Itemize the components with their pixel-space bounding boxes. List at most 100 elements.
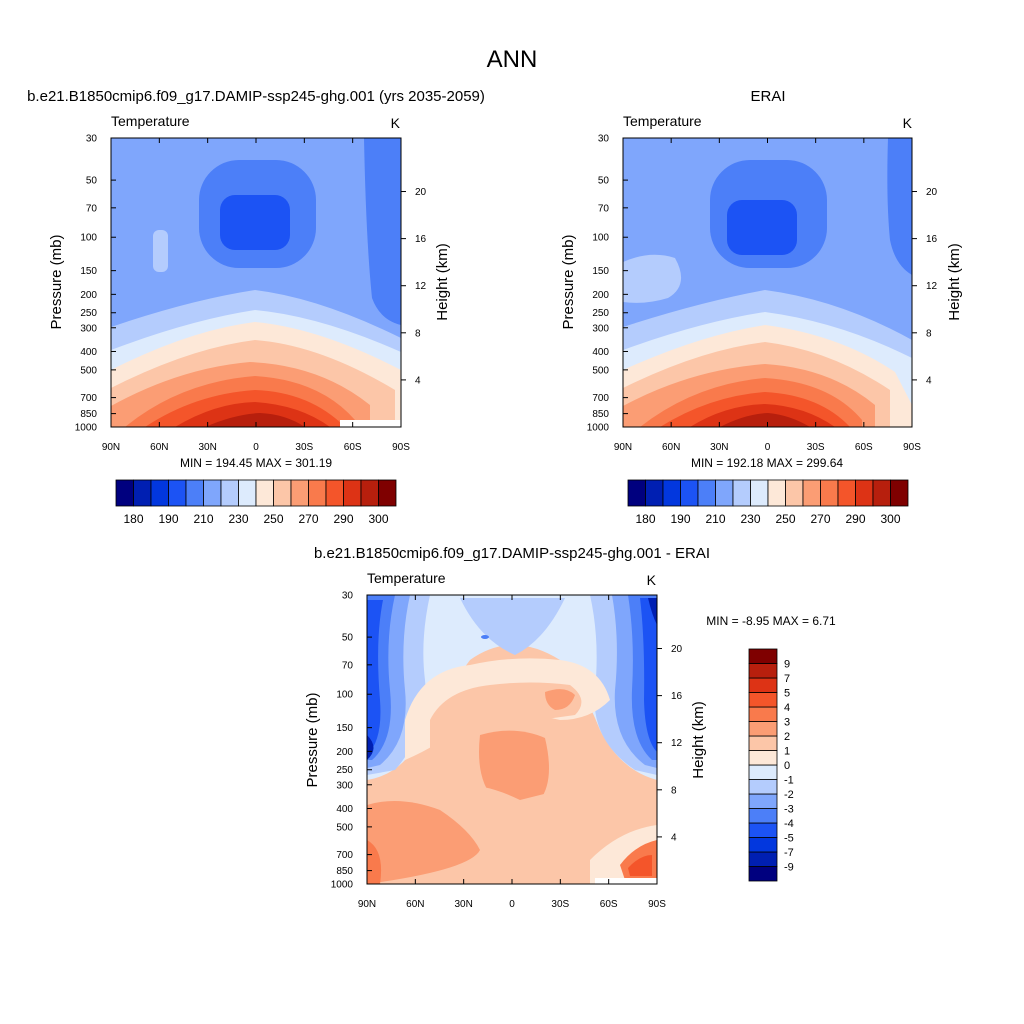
colorbar-swatch — [168, 479, 187, 507]
colorbar-swatch — [748, 764, 778, 780]
panel3-band-2-patch — [545, 689, 575, 710]
colorbar-swatch — [748, 837, 778, 853]
y-tick-label: 700 — [336, 850, 353, 861]
colorbar-swatch — [203, 479, 222, 507]
y-tick-label: 70 — [342, 660, 354, 671]
y-tick-label: 250 — [592, 308, 609, 319]
panel3-axes: 90N 60N 30N 0 30S 60S 90S 30 50 70 100 150 200 250 300… — [331, 591, 683, 911]
panel2-warm-patch — [623, 254, 682, 303]
colorbar-swatch — [325, 479, 344, 507]
colorbar-swatch — [115, 479, 134, 507]
height-tick-label: 20 — [415, 187, 427, 198]
height-tick-label: 8 — [926, 328, 932, 339]
height-tick-label: 12 — [926, 281, 938, 292]
panel3-right-band-neg5 — [640, 598, 657, 752]
colorbar-swatch — [750, 479, 769, 507]
panel1-subtitle-left: Temperature — [111, 113, 190, 129]
colorbar-label: 190 — [158, 512, 178, 526]
y-tick-label: 400 — [336, 804, 353, 815]
x-tick-label: 60N — [662, 442, 680, 453]
colorbar-label: 270 — [298, 512, 318, 526]
colorbar-label: -5 — [784, 833, 794, 845]
x-tick-label: 30N — [454, 899, 472, 910]
panel1-band-300 — [205, 413, 305, 427]
panel1-title: b.e21.B1850cmip6.f09_g17.DAMIP-ssp245-gh… — [27, 88, 485, 105]
panel1-colorbar: 180 190 210 230 250 270 290 300 — [115, 479, 397, 526]
y-tick-label: 500 — [336, 822, 353, 833]
panel2-cold-core-inner — [727, 200, 797, 255]
height-tick-label: 4 — [926, 375, 932, 386]
x-tick-label: 90S — [903, 442, 921, 453]
colorbar-swatch — [767, 479, 786, 507]
height-tick-label: 16 — [926, 234, 938, 245]
y-tick-label: 1000 — [75, 423, 98, 434]
colorbar-swatch — [748, 735, 778, 751]
height-tick-label: 16 — [671, 691, 683, 702]
colorbar-label: 5 — [784, 688, 790, 700]
y-tick-label: 70 — [86, 203, 98, 214]
panel3-colorbar: -9 -7 -5 -4 -3 -2 -1 0 1 2 3 4 5 7 9 — [748, 648, 794, 882]
y-tick-label: 50 — [598, 176, 610, 187]
colorbar-swatch — [343, 479, 362, 507]
colorbar-swatch — [748, 721, 778, 737]
x-tick-label: 60N — [150, 442, 168, 453]
colorbar-swatch — [748, 866, 778, 882]
colorbar-swatch — [785, 479, 804, 507]
y-tick-label: 850 — [592, 409, 609, 420]
colorbar-label: 250 — [263, 512, 283, 526]
x-tick-label: 90N — [614, 442, 632, 453]
colorbar-swatch — [748, 692, 778, 708]
colorbar-swatch — [150, 479, 169, 507]
colorbar-swatch — [855, 479, 874, 507]
panel1-cold-core-inner — [220, 195, 290, 250]
y-tick-label: 30 — [598, 134, 610, 145]
colorbar-label: 290 — [845, 512, 865, 526]
panel2-colorbar: 180 190 210 230 250 270 290 300 — [627, 479, 909, 526]
y-tick-label: 30 — [342, 591, 354, 602]
y-tick-label: 150 — [80, 266, 97, 277]
panel3-stats: MIN = -8.95 MAX = 6.71 — [706, 614, 836, 628]
y-tick-label: 250 — [80, 308, 97, 319]
colorbar-swatch — [378, 479, 397, 507]
panel2-band-300 — [720, 413, 810, 427]
colorbar-label: -2 — [784, 789, 794, 801]
colorbar-swatch — [133, 479, 152, 507]
y-tick-label: 300 — [80, 323, 97, 334]
panel2-subtitle-left: Temperature — [623, 113, 702, 129]
colorbar-swatch — [748, 677, 778, 693]
colorbar-swatch — [732, 479, 751, 507]
panel1-right-cold-band — [364, 138, 401, 325]
panel3-top-band-neg2 — [460, 598, 565, 655]
panel2-subtitle-right: K — [903, 115, 913, 131]
colorbar-swatch — [820, 479, 839, 507]
panel3-band-neg1 — [367, 595, 657, 780]
x-tick-label: 90N — [358, 899, 376, 910]
panel3-band-1 — [430, 682, 582, 750]
panel3-right-band-neg7 — [648, 598, 657, 625]
y-tick-label: 400 — [592, 347, 609, 358]
y-tick-label: 1000 — [587, 423, 610, 434]
colorbar-swatch — [872, 479, 891, 507]
x-tick-label: 90S — [648, 899, 666, 910]
panel3-plot-area — [367, 595, 657, 884]
colorbar-swatch — [238, 479, 257, 507]
height-tick-label: 4 — [671, 832, 677, 843]
colorbar-swatch — [748, 822, 778, 838]
y-tick-label: 1000 — [331, 880, 354, 891]
x-tick-label: 60S — [344, 442, 362, 453]
colorbar-swatch — [748, 750, 778, 766]
x-tick-label: 60S — [855, 442, 873, 453]
height-tick-label: 12 — [671, 738, 683, 749]
figure-title: ANN — [487, 46, 538, 73]
colorbar-swatch — [273, 479, 292, 507]
height-tick-label: 8 — [415, 328, 421, 339]
x-tick-label: 30N — [710, 442, 728, 453]
colorbar-swatch — [837, 479, 856, 507]
colorbar-swatch — [220, 479, 239, 507]
panel3-subtitle-left: Temperature — [367, 570, 446, 586]
y-tick-label: 250 — [336, 765, 353, 776]
colorbar-swatch — [715, 479, 734, 507]
y-tick-label: 150 — [592, 266, 609, 277]
y-tick-label: 200 — [592, 290, 609, 301]
